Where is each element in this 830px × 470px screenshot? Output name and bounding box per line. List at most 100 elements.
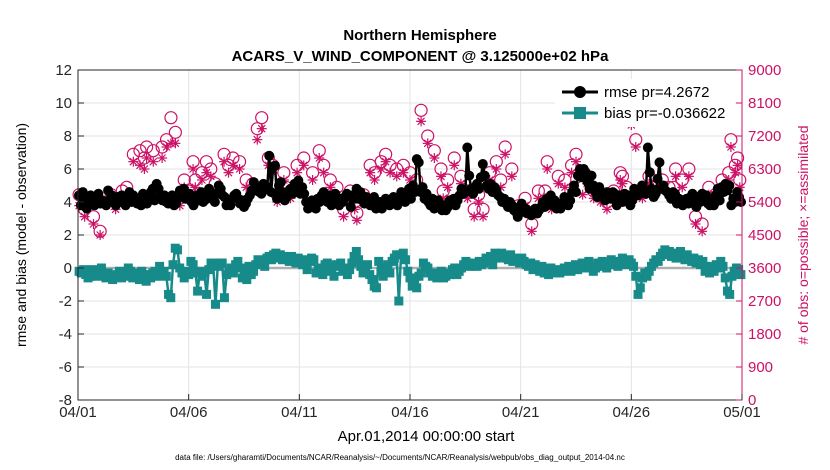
x-tick-label: 04/11 [281, 404, 317, 421]
obs-assimilated-stroke [731, 168, 740, 177]
y-tick-label: 2 [64, 227, 72, 244]
y-tick-label: -6 [59, 359, 72, 376]
obs-assimilated-stroke [450, 161, 459, 170]
rmse-series [73, 142, 747, 222]
obs-assimilated-stroke [479, 212, 487, 221]
obs-assimilated-point [307, 175, 318, 185]
obs-assimilated-stroke [443, 183, 452, 192]
obs-assimilated-point [429, 153, 440, 163]
obs-assimilated-stroke [572, 157, 580, 166]
bias-point [642, 271, 652, 281]
obs-assimilated-point [416, 116, 427, 127]
bias-point [718, 261, 728, 271]
obs-assimilated-point [314, 153, 325, 163]
obs-assimilated-point [252, 134, 263, 145]
obs-assimilated-point [469, 211, 480, 222]
bias-series [74, 243, 746, 309]
bias-point [629, 261, 639, 271]
rmse-point [264, 150, 275, 161]
obs-assimilated-stroke [554, 179, 563, 188]
obs-assimilated-stroke [142, 154, 151, 162]
bias-point [378, 271, 388, 281]
obs-assimilated-stroke [220, 157, 229, 166]
obs-assimilated-point [670, 171, 681, 182]
rmse-point [272, 193, 283, 204]
obs-assimilated-point [196, 175, 207, 185]
obs-assimilated-stroke [684, 172, 693, 181]
y-tick-label: -8 [59, 392, 72, 409]
bias-point [345, 265, 355, 275]
obs-assimilated-stroke [224, 168, 233, 177]
obs-assimilated-stroke [308, 176, 317, 184]
bias-point [260, 261, 270, 271]
y2-tick-label: 7200 [748, 128, 781, 145]
obs-assimilated-point [630, 142, 641, 152]
obs-assimilated-stroke [96, 231, 105, 239]
rmse-point [464, 170, 475, 181]
bias-point [318, 270, 328, 280]
obs-assimilated-point [380, 156, 391, 167]
legend-rmse-label: rmse pr=4.2672 [604, 84, 709, 101]
obs-assimilated-point [141, 153, 152, 163]
obs-assimilated-stroke [631, 143, 640, 151]
obs-assimilated-stroke [534, 194, 543, 203]
obs-assimilated-point [559, 182, 570, 193]
bias-point [676, 247, 686, 256]
obs-assimilated-stroke [377, 165, 386, 173]
y2-tick-label: 900 [748, 359, 773, 376]
bias-point [403, 266, 413, 276]
obs-assimilated-stroke [299, 161, 308, 170]
y2-tick-label: 2700 [748, 293, 781, 310]
y2-tick-label: 9000 [748, 62, 781, 79]
obs-assimilated-stroke [370, 176, 379, 184]
obs-assimilated-point [188, 164, 199, 174]
legend-rmse-marker [574, 86, 586, 98]
obs-assimilated-stroke [678, 183, 687, 192]
obs-possible-point [164, 111, 178, 125]
y-tick-label: 8 [64, 128, 72, 145]
obs-assimilated-stroke [315, 154, 324, 162]
bias-point [242, 275, 252, 285]
obs-assimilated-point [398, 167, 409, 178]
obs-assimilated-point [318, 167, 329, 178]
obs-assimilated-point [79, 211, 90, 222]
obs-assimilated-point [571, 156, 581, 167]
obs-assimilated-stroke [543, 165, 552, 173]
obs-assimilated-stroke [470, 212, 479, 221]
bias-point [249, 266, 259, 276]
bias-point [385, 268, 395, 278]
obs-assimilated-point [256, 123, 267, 134]
bias-point [219, 293, 229, 303]
rmse-point [644, 167, 655, 178]
bias-point [175, 263, 185, 273]
obs-assimilated-stroke [319, 168, 328, 177]
bias-point [584, 256, 594, 266]
rmse-point [462, 142, 473, 153]
obs-assimilated-stroke [501, 150, 510, 159]
obs-assimilated-point [95, 230, 106, 240]
obs-assimilated-point [491, 164, 502, 174]
obs-assimilated-point [601, 204, 612, 215]
obs-assimilated-stroke [158, 154, 167, 162]
bias-point [401, 255, 411, 265]
bias-point [347, 258, 357, 268]
obs-assimilated-point [338, 211, 349, 222]
bias-point [137, 266, 147, 276]
x-tick-label: 04/01 [59, 404, 97, 421]
bias-point [633, 289, 643, 299]
rmse-point [413, 157, 424, 168]
bias-point [371, 283, 381, 293]
y2-tick-label: 3600 [748, 260, 781, 277]
bias-point [716, 256, 726, 266]
y-axis-right: 0 900 1800 2700 3600 4500 5400 6300 7200 8100 9000 [736, 62, 781, 409]
obs-assimilated-point [88, 219, 99, 229]
y2-tick-label: 1800 [748, 326, 781, 343]
obs-assimilated-stroke [507, 172, 516, 181]
obs-assimilated-point [351, 215, 362, 226]
obs-assimilated-point [683, 171, 694, 182]
obs-assimilated-point [219, 156, 230, 167]
bias-point [631, 271, 641, 281]
y2-tick-label: 4500 [748, 227, 781, 244]
obs-assimilated-point [148, 156, 159, 167]
